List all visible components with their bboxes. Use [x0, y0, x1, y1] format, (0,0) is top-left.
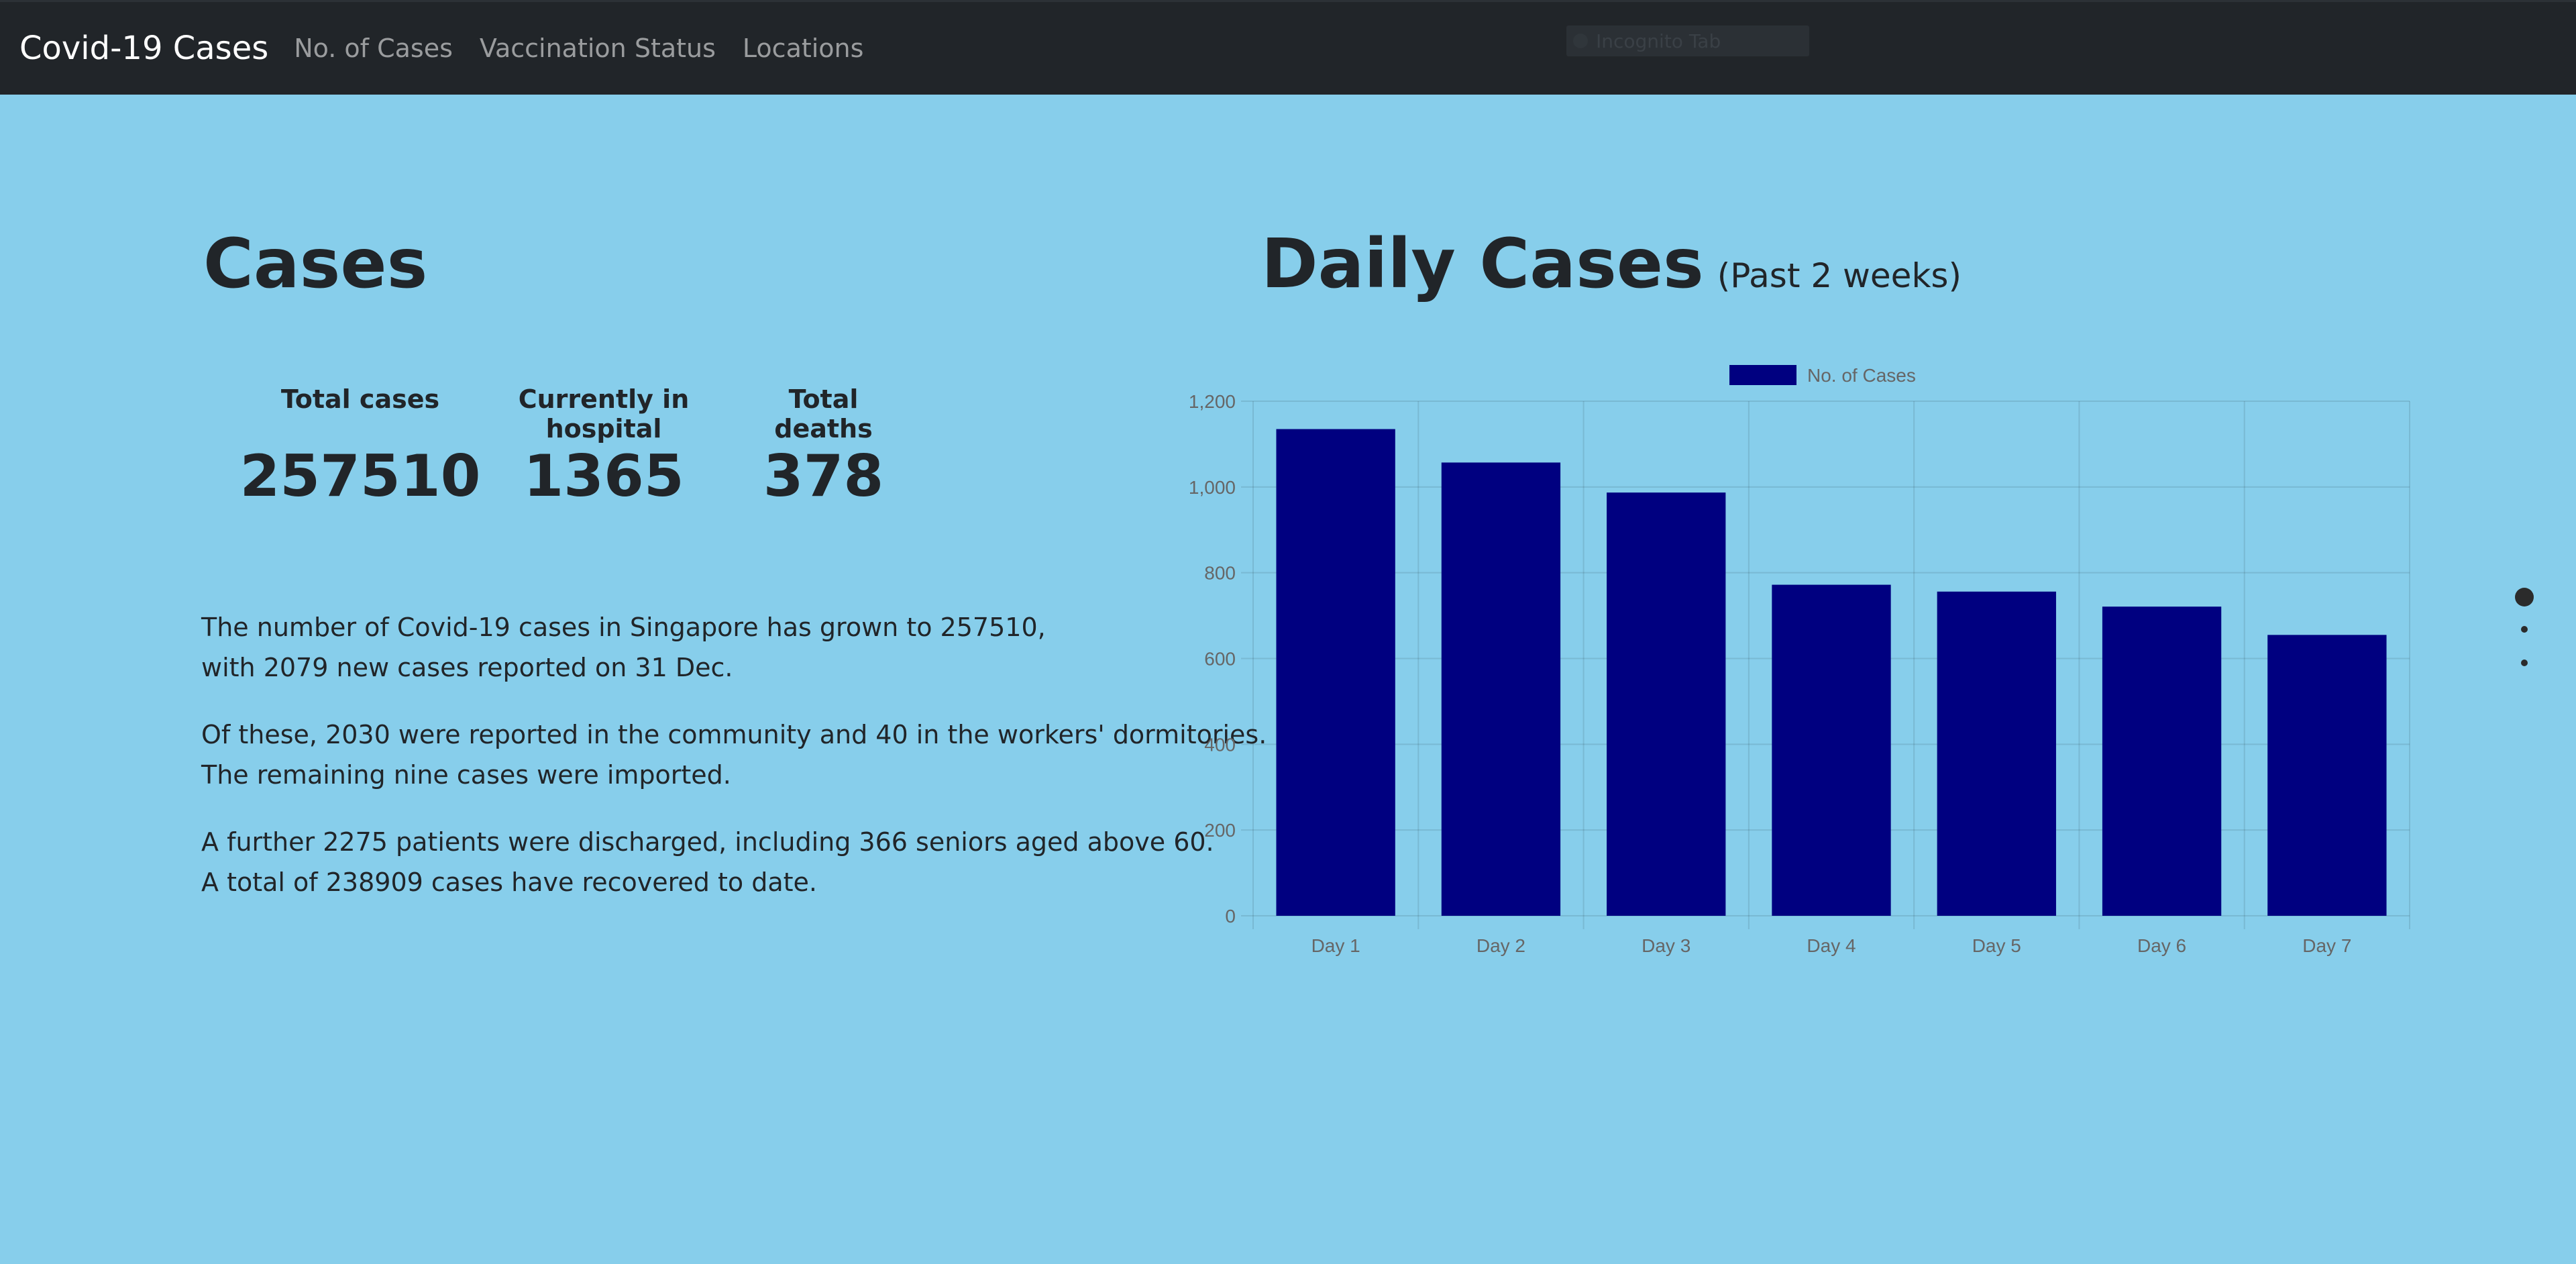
carousel-indicators [2509, 584, 2538, 678]
cases-paragraph-2: Of these, 2030 were reported in the comm… [201, 715, 1267, 795]
carousel-indicator-3[interactable] [2521, 660, 2528, 666]
brand-link[interactable]: Covid-19 Cases [19, 30, 269, 67]
y-tick-label: 1,000 [1189, 477, 1236, 498]
cases-paragraph-3: A further 2275 patients were discharged,… [201, 822, 1214, 902]
bar [1937, 591, 2056, 916]
incognito-widget[interactable]: Incognito Tab [1566, 25, 1809, 56]
bar [2102, 607, 2222, 916]
paragraph-line: Of these, 2030 were reported in the comm… [201, 720, 1267, 749]
bar [1772, 584, 1891, 916]
paragraph-line: with 2079 new cases reported on 31 Dec. [201, 653, 733, 682]
bar [1441, 462, 1561, 916]
incognito-icon [1573, 34, 1588, 48]
y-tick-label: 1,200 [1189, 391, 1236, 412]
cases-title: Cases [203, 224, 428, 304]
x-tick-label: Day 7 [2302, 935, 2351, 956]
nav-link-cases[interactable]: No. of Cases [294, 34, 453, 63]
x-tick-label: Day 3 [1642, 935, 1690, 956]
nav-links: No. of Cases Vaccination Status Location… [294, 34, 890, 63]
navbar: Covid-19 Cases No. of Cases Vaccination … [0, 0, 2576, 95]
stat-label-hospital: Currently in hospital [518, 384, 690, 443]
stat-label-deaths: Total deaths [774, 384, 873, 443]
carousel-indicator-1[interactable] [2515, 588, 2534, 607]
stat-label-total-cases: Total cases [280, 384, 440, 414]
bar [2267, 635, 2387, 916]
incognito-label: Incognito Tab [1596, 30, 1721, 52]
daily-cases-title-text: Daily Cases [1261, 224, 1704, 304]
y-tick-label: 600 [1204, 649, 1236, 670]
bar [1276, 429, 1395, 916]
x-tick-label: Day 6 [2137, 935, 2186, 956]
daily-cases-chart: 0 200 400 600 800 1,000 1,200 Day 1 Day 2 Day 3 Da… [1189, 365, 2410, 956]
stat-value-total-cases: 257510 [239, 443, 481, 510]
y-tick-label: 400 [1204, 734, 1236, 755]
paragraph-line: A total of 238909 cases have recovered t… [201, 867, 817, 897]
y-tick-label: 200 [1204, 820, 1236, 841]
cases-paragraph-1: The number of Covid-19 cases in Singapor… [201, 607, 1046, 688]
daily-cases-title: Daily Cases (Past 2 weeks) [1261, 225, 1962, 303]
y-tick-label: 0 [1225, 906, 1236, 927]
stat-value-hospital: 1365 [523, 443, 684, 510]
x-tick-label: Day 1 [1311, 935, 1360, 956]
paragraph-line: The number of Covid-19 cases in Singapor… [201, 613, 1046, 642]
x-tick-label: Day 5 [1972, 935, 2021, 956]
stat-value-deaths: 378 [763, 443, 884, 510]
bar [1607, 492, 1726, 916]
legend-label: No. of Cases [1807, 365, 1916, 386]
x-tick-label: Day 4 [1807, 935, 1856, 956]
paragraph-line: The remaining nine cases were imported. [201, 760, 731, 790]
nav-link-locations[interactable]: Locations [742, 34, 864, 63]
paragraph-line: A further 2275 patients were discharged,… [201, 827, 1214, 857]
daily-cases-subtitle: (Past 2 weeks) [1717, 256, 1962, 295]
y-tick-label: 800 [1204, 563, 1236, 584]
nav-link-vaccination[interactable]: Vaccination Status [479, 34, 716, 63]
legend-swatch [1729, 365, 1796, 385]
carousel-indicator-2[interactable] [2521, 626, 2528, 633]
x-tick-label: Day 2 [1477, 935, 1525, 956]
